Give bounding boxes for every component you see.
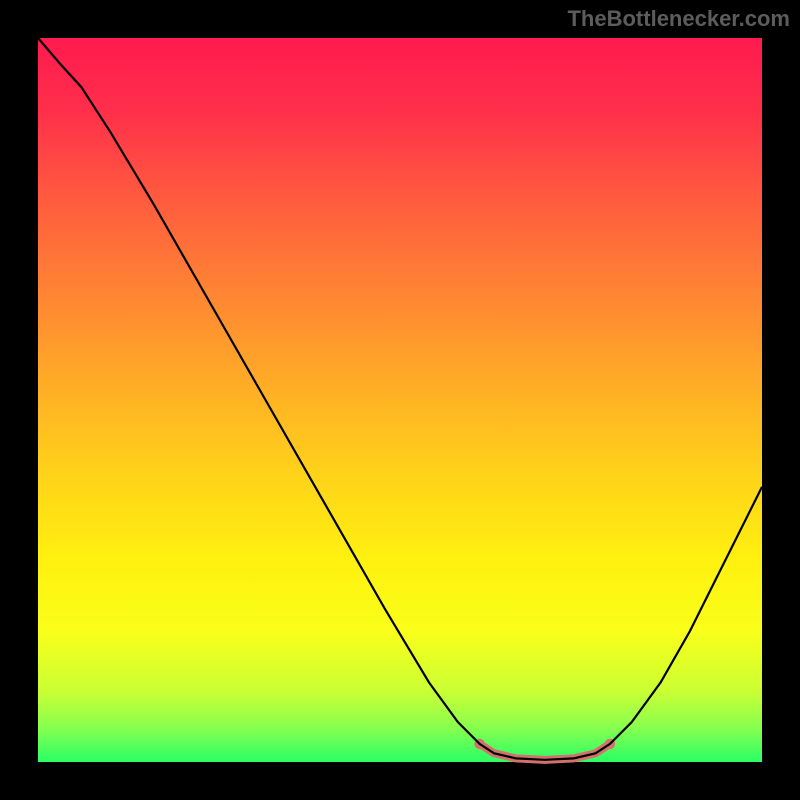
optimal-range-highlight xyxy=(480,744,610,760)
bottleneck-curve xyxy=(38,38,762,762)
plot-area xyxy=(38,38,762,762)
bottleneck-line xyxy=(38,38,762,760)
watermark-text: TheBottlenecker.com xyxy=(567,6,790,32)
